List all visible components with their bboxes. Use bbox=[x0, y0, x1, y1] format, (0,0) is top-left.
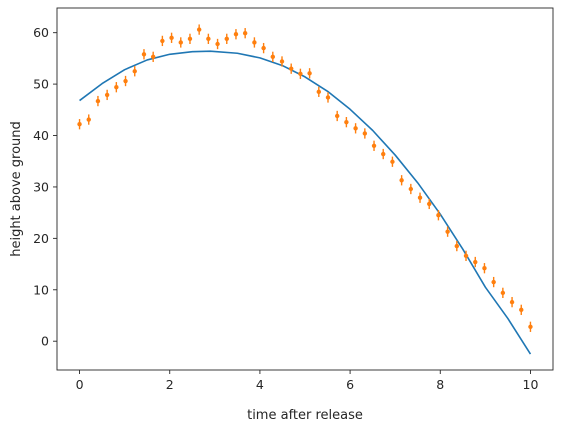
data-point bbox=[390, 159, 395, 164]
data-point bbox=[427, 201, 432, 207]
data-point bbox=[187, 36, 193, 42]
data-point bbox=[114, 84, 119, 90]
data-point bbox=[325, 95, 331, 100]
data-point bbox=[316, 89, 321, 95]
y-tick-label: 20 bbox=[33, 231, 49, 246]
data-point bbox=[436, 213, 441, 218]
data-point bbox=[519, 307, 524, 313]
data-point bbox=[252, 40, 257, 45]
data-point bbox=[86, 117, 91, 122]
data-point bbox=[399, 178, 404, 183]
data-point bbox=[206, 36, 211, 42]
data-point bbox=[224, 36, 229, 42]
data-point bbox=[482, 265, 487, 271]
data-point bbox=[491, 279, 496, 285]
data-point bbox=[261, 45, 266, 51]
y-tick-label: 50 bbox=[33, 77, 49, 92]
data-point bbox=[362, 131, 368, 136]
plot-frame bbox=[56, 7, 554, 371]
data-point bbox=[77, 122, 82, 127]
y-axis-label: height above ground bbox=[9, 121, 24, 257]
data-point bbox=[445, 229, 450, 234]
data-point bbox=[371, 143, 377, 149]
data-point bbox=[307, 71, 312, 76]
x-tick-label: 10 bbox=[523, 377, 539, 392]
y-tick-label: 0 bbox=[41, 334, 49, 349]
data-point bbox=[473, 259, 478, 265]
data-point bbox=[463, 253, 469, 259]
data-point bbox=[353, 126, 358, 131]
data-point bbox=[160, 38, 165, 44]
x-tick-label: 8 bbox=[436, 377, 444, 392]
y-tick-label: 10 bbox=[33, 282, 49, 297]
data-point bbox=[150, 54, 156, 60]
data-point bbox=[178, 40, 183, 45]
data-point bbox=[454, 243, 460, 249]
data-point bbox=[509, 299, 515, 305]
data-point bbox=[500, 290, 506, 296]
data-point bbox=[141, 52, 147, 57]
data-point bbox=[196, 27, 202, 32]
x-tick-label: 2 bbox=[166, 377, 174, 392]
x-tick-label: 0 bbox=[76, 377, 84, 392]
y-tick-label: 40 bbox=[33, 128, 49, 143]
data-point bbox=[169, 35, 174, 41]
data-point bbox=[233, 32, 239, 37]
y-tick-label: 30 bbox=[33, 179, 49, 194]
x-tick-label: 6 bbox=[346, 377, 354, 392]
data-point bbox=[132, 69, 137, 74]
data-point bbox=[334, 113, 340, 119]
axes-layer: 0 2 4 6 8 10 0 10 20 30 40 50 60 bbox=[33, 25, 538, 392]
plot-area bbox=[57, 8, 553, 370]
x-axis-label: time after release bbox=[247, 408, 363, 423]
data-point bbox=[298, 71, 303, 77]
x-tick-label: 4 bbox=[256, 377, 264, 392]
data-point bbox=[270, 54, 276, 60]
series-layer bbox=[77, 24, 533, 355]
data-point bbox=[528, 324, 533, 330]
data-point bbox=[417, 195, 423, 200]
data-point bbox=[289, 66, 294, 71]
data-point bbox=[123, 78, 128, 84]
data-point bbox=[242, 30, 248, 36]
data-point bbox=[408, 186, 414, 192]
y-tick-label: 60 bbox=[33, 25, 49, 40]
data-point bbox=[344, 119, 349, 125]
data-point bbox=[381, 151, 386, 157]
data-point bbox=[215, 41, 220, 47]
data-point bbox=[279, 59, 285, 64]
data-point bbox=[95, 98, 101, 104]
data-point bbox=[104, 92, 110, 98]
